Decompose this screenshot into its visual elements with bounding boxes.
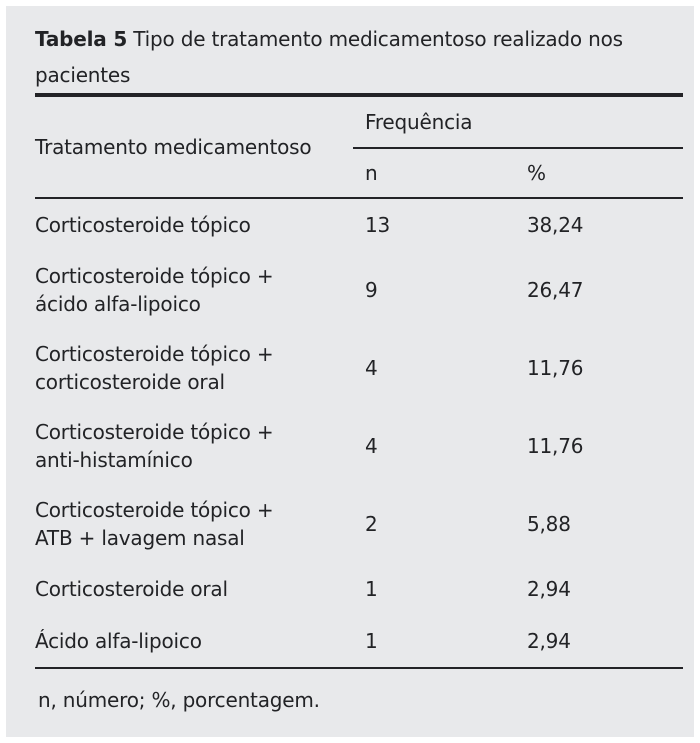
table-body: Corticosteroide tópico 13 38,24 Corticos… (35, 198, 683, 669)
table-cell-pct: 11,76 (527, 356, 584, 380)
table-cell-pct: 2,94 (465, 615, 683, 669)
treatment-line1: Corticosteroide tópico + (35, 342, 274, 366)
table-row: Corticosteroide tópico + ácido alfa-lipoi… (35, 251, 683, 329)
table-panel: Tabela 5 Tipo de tratamento medicamentos… (6, 6, 694, 737)
caption-text: Tipo de tratamento medicamentoso realiza… (133, 27, 623, 51)
column-header-n: n (353, 148, 465, 199)
table-row: Corticosteroide tópico + anti-histamínico… (35, 407, 683, 485)
table-cell-treatment: Ácido alfa-lipoico (35, 615, 353, 669)
table-cell-pct: 26,47 (527, 278, 584, 302)
table-cell-pct: 5,88 (527, 512, 571, 536)
caption-line1: Tabela 5 Tipo de tratamento medicamentos… (35, 27, 623, 51)
table-cell-n: 4 (365, 356, 378, 380)
table-inner: Tabela 5 Tipo de tratamento medicamentos… (6, 6, 694, 714)
table-row: Corticosteroide oral 1 2,94 (35, 563, 683, 615)
treatment-line1: Corticosteroide tópico (35, 213, 251, 237)
treatment-line2: ácido alfa-lipoico (35, 292, 201, 316)
treatment-line2: ATB + lavagem nasal (35, 526, 245, 550)
column-header-frequencia: Frequência (353, 95, 683, 149)
table-row: Corticosteroide tópico 13 38,24 (35, 198, 683, 251)
header-row-sub: n % (35, 148, 683, 199)
table-cell-pct: 38,24 (527, 213, 584, 237)
table-footnote: n, número; %, porcentagem. (38, 688, 320, 712)
table-cell-n: 2 (365, 512, 378, 536)
column-header-pct: % (465, 148, 683, 199)
table-cell-n: 4 (365, 434, 378, 458)
table-row: Corticosteroide tópico + corticosteroide … (35, 329, 683, 407)
table-cell-n: 9 (365, 278, 378, 302)
treatment-line1: Corticosteroide tópico + (35, 498, 274, 522)
table-cell-n: 1 (353, 615, 465, 669)
treatment-line1: Corticosteroide tópico + (35, 264, 274, 288)
header-row-group: Tratamento medicamentoso Frequência (35, 95, 683, 199)
data-table: Tratamento medicamentoso Frequência n % … (35, 93, 683, 669)
table-cell-n: 13 (365, 213, 391, 237)
treatment-line1: Corticosteroide tópico + (35, 420, 274, 444)
caption-label: Tabela 5 (35, 27, 128, 51)
table-cell-treatment: Corticosteroide tópico + corticosteroide … (35, 329, 353, 407)
treatment-line2: anti-histamínico (35, 448, 193, 472)
table-caption: Tabela 5 Tipo de tratamento medicamentos… (35, 6, 683, 93)
table-cell-pct: 2,94 (527, 577, 571, 601)
table-cell-n: 1 (365, 577, 378, 601)
treatment-line1: Ácido alfa-lipoico (35, 629, 202, 653)
treatment-line2: corticosteroide oral (35, 370, 225, 394)
table-row: Corticosteroide tópico + ATB + lavagem na… (35, 485, 683, 563)
treatment-line1: Corticosteroide oral (35, 577, 228, 601)
table-cell-treatment: Corticosteroide tópico + ácido alfa-lipoi… (35, 251, 353, 329)
table-cell-treatment: Corticosteroide tópico + anti-histamínico (35, 407, 353, 485)
table-cell-pct: 11,76 (527, 434, 584, 458)
table-header: Tratamento medicamentoso Frequência n % (35, 95, 683, 199)
table-cell-treatment: Corticosteroide tópico (35, 198, 353, 251)
table-cell-treatment: Corticosteroide oral (35, 563, 353, 615)
caption-line2: pacientes (35, 63, 131, 87)
table-row: Ácido alfa-lipoico 1 2,94 (35, 615, 683, 669)
column-header-treatment: Tratamento medicamentoso (35, 95, 353, 199)
table-cell-treatment: Corticosteroide tópico + ATB + lavagem na… (35, 485, 353, 563)
